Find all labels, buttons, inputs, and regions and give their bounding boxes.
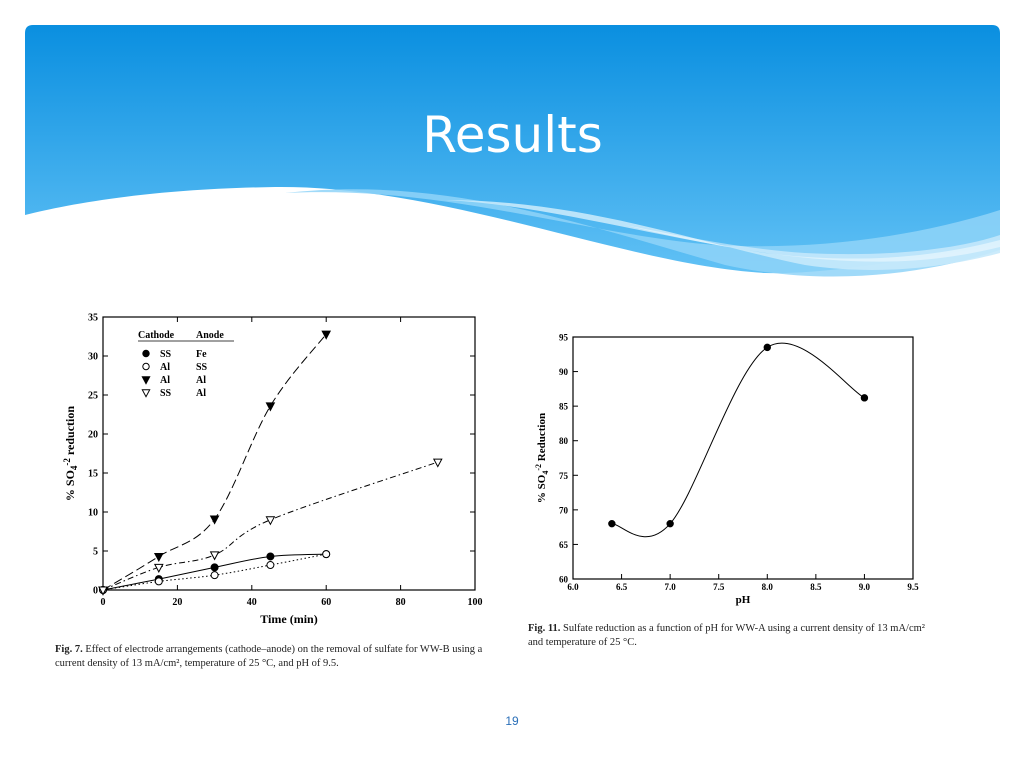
data-point — [153, 563, 164, 573]
legend-cathode: SS — [160, 388, 172, 399]
data-point — [666, 519, 674, 528]
data-point — [209, 551, 220, 561]
legend-header-anode: Anode — [196, 330, 224, 341]
data-point — [265, 402, 276, 412]
x-tick-label: 100 — [468, 597, 483, 608]
y-tick-label: 10 — [88, 508, 98, 519]
y-tick-label: 90 — [559, 367, 569, 377]
data-point — [266, 552, 275, 561]
legend-anode: Al — [196, 375, 206, 386]
series-line — [102, 333, 327, 591]
y-tick-label: 5 — [93, 547, 98, 558]
legend-cathode: Al — [160, 375, 170, 386]
data-point — [210, 563, 219, 572]
plot-frame — [102, 316, 476, 591]
legend-anode: SS — [196, 362, 208, 373]
page-number: 19 — [505, 714, 519, 728]
x-tick-label: 0 — [101, 597, 106, 608]
y-tick-label: 85 — [559, 402, 569, 412]
y-tick-label: 35 — [88, 313, 98, 324]
y-tick-label: 75 — [559, 471, 569, 481]
legend-anode: Fe — [196, 349, 207, 360]
legend-cathode: Al — [160, 362, 170, 373]
x-tick-label: 20 — [172, 597, 182, 608]
legend-marker — [141, 389, 151, 398]
legend-marker — [142, 349, 150, 358]
legend-header-cathode: Cathode — [138, 330, 175, 341]
x-tick-label: 80 — [396, 597, 406, 608]
fig7-caption: Fig. 7. Effect of electrode arrangements… — [55, 643, 505, 671]
y-tick-label: 95 — [559, 333, 569, 343]
data-point — [154, 577, 163, 586]
x-tick-label: 40 — [247, 597, 257, 608]
data-point — [608, 519, 616, 528]
legend-marker — [141, 376, 151, 385]
x-tick-label: 9.5 — [907, 582, 919, 592]
y-tick-label: 80 — [559, 436, 569, 446]
y-tick-label: 0 — [93, 586, 98, 597]
data-point — [98, 586, 108, 596]
x-tick-label: 6.0 — [567, 582, 579, 592]
data-point — [321, 330, 332, 340]
data-point — [265, 516, 276, 526]
fig11-caption-label: Fig. 11. — [528, 623, 561, 634]
y-tick-label: 20 — [88, 430, 98, 441]
y-tick-label: 25 — [88, 391, 98, 402]
fig11-caption-text: Sulfate reduction as a function of pH fo… — [528, 623, 925, 648]
series-line — [102, 461, 438, 591]
fig7-caption-text: Effect of electrode arrangements (cathod… — [55, 644, 483, 669]
x-tick-label: 60 — [321, 597, 331, 608]
series-line — [611, 342, 865, 538]
y-tick-label: 60 — [559, 575, 569, 585]
fig7-chart: 0 20 40 60 80 100 0 5 10 15 20 25 30 35 Time (min) % SO… — [62, 313, 483, 627]
title-banner: Results — [25, 25, 1000, 285]
data-point — [210, 571, 219, 580]
x-axis-label: pH — [736, 594, 751, 606]
legend-cathode: SS — [160, 349, 172, 360]
x-tick-label: 8.5 — [810, 582, 822, 592]
data-point — [432, 458, 443, 468]
legend: Cathode Anode SS Fe Al SS Al Al SS Al — [138, 330, 234, 399]
legend-marker — [142, 362, 150, 371]
y-tick-label: 70 — [559, 505, 569, 515]
x-tick-label: 7.0 — [665, 582, 677, 592]
x-axis-label: Time (min) — [260, 612, 317, 626]
slide-title: Results — [422, 106, 603, 164]
y-tick-label: 15 — [88, 469, 98, 480]
y-axis-label: % SO4-2 reduction — [62, 406, 79, 501]
data-point — [763, 343, 771, 352]
data-point — [322, 550, 331, 559]
legend-anode: Al — [196, 388, 206, 399]
x-tick-label: 8.0 — [762, 582, 774, 592]
data-point — [266, 561, 275, 570]
fig11-caption: Fig. 11. Sulfate reduction as a function… — [528, 622, 938, 650]
series-ph — [608, 342, 869, 538]
y-tick-label: 30 — [88, 352, 98, 363]
data-point — [860, 394, 869, 402]
y-tick-label: 65 — [559, 540, 569, 550]
fig11-chart: 6.0 6.5 7.0 7.5 8.0 8.5 9.0 9.5 60 65 70 75 80 85 90 95… — [534, 333, 919, 607]
fig7-caption-label: Fig. 7. — [55, 644, 83, 655]
plot-frame — [572, 336, 914, 580]
data-point — [153, 552, 164, 563]
banner-background — [25, 25, 1000, 277]
x-tick-label: 7.5 — [713, 582, 725, 592]
series-ss-al — [98, 458, 443, 596]
x-tick-label: 6.5 — [616, 582, 628, 592]
y-axis-label: % SO4-2 Reduction — [534, 413, 550, 503]
data-point — [209, 515, 220, 525]
x-tick-label: 9.0 — [859, 582, 871, 592]
